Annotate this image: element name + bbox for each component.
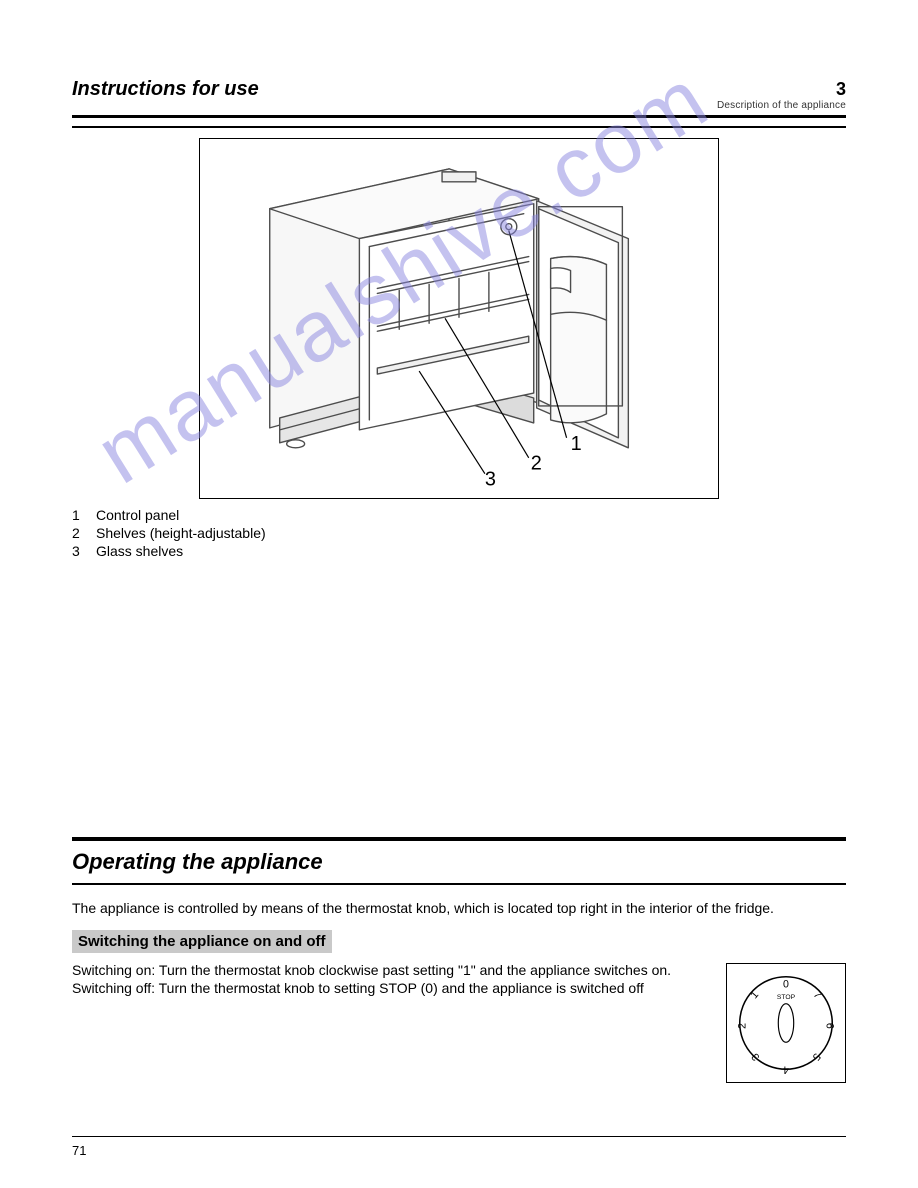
thermostat-dial: 0 7 6 5 4 3 2 1 STOP <box>733 970 839 1076</box>
header-section-number: 3 <box>717 79 846 100</box>
subheading-bar: Switching the appliance on and off <box>72 930 332 953</box>
callout-2: 2 <box>531 453 542 475</box>
switch-text: Switching on: Turn the thermostat knob c… <box>72 961 708 999</box>
dial-stop-label: STOP <box>777 993 796 1000</box>
list-item: 3 Glass shelves <box>72 543 846 559</box>
section-rule <box>72 883 846 885</box>
header: Instructions for use 3 Description of th… <box>72 72 846 128</box>
svg-text:2: 2 <box>737 1022 749 1028</box>
footer: 71 <box>72 1136 846 1158</box>
section-title: Operating the appliance <box>72 849 323 874</box>
header-left-title: Instructions for use <box>72 78 259 101</box>
page-number: 71 <box>72 1143 86 1158</box>
list-item: 2 Shelves (height-adjustable) <box>72 525 846 541</box>
header-subtitle: Description of the appliance <box>717 100 846 111</box>
svg-text:6: 6 <box>823 1022 835 1028</box>
svg-text:0: 0 <box>783 978 789 990</box>
fridge-diagram: 1 2 3 <box>200 139 718 498</box>
intro-paragraph: The appliance is controlled by means of … <box>72 899 846 918</box>
list-item: 1 Control panel <box>72 507 846 523</box>
callout-1: 1 <box>571 433 582 455</box>
svg-text:4: 4 <box>783 1063 789 1075</box>
dial-figure: 0 7 6 5 4 3 2 1 STOP <box>726 963 846 1083</box>
figure-frame: 1 2 3 <box>199 138 719 499</box>
component-labels: 1 Control panel 2 Shelves (height-adjust… <box>72 507 846 559</box>
switch-row: Switching on: Turn the thermostat knob c… <box>72 961 846 1083</box>
header-rule-thin <box>72 126 846 128</box>
callout-3: 3 <box>485 469 496 491</box>
header-right: 3 Description of the appliance <box>717 79 846 111</box>
